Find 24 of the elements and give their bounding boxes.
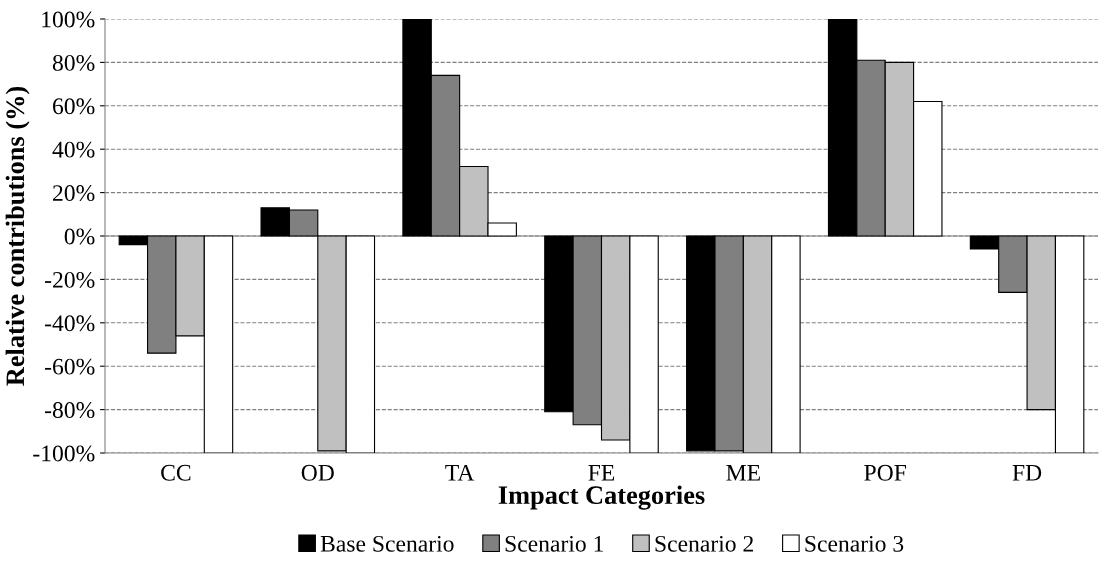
- x-tick-label: FE: [588, 465, 615, 481]
- y-tick-label: -80%: [45, 402, 95, 419]
- legend-label: Scenario 1: [505, 535, 603, 552]
- x-tick-label: FD: [1012, 465, 1042, 481]
- x-tick-label: POF: [864, 464, 907, 481]
- legend-label: Scenario 3: [805, 535, 904, 552]
- y-axis-title: Relative contributions (%): [5, 86, 30, 386]
- y-tick-label: 60%: [53, 98, 95, 115]
- x-tick-label: CC: [161, 464, 191, 481]
- y-tick-label: 0%: [64, 228, 95, 245]
- x-axis-title: Impact Categories: [498, 485, 705, 510]
- x-tick-label: ME: [726, 465, 760, 481]
- y-tick-label: -40%: [45, 315, 95, 332]
- y-tick-label: 20%: [53, 185, 95, 202]
- legend-label: Base Scenario: [320, 535, 454, 552]
- y-tick-label: -100%: [33, 445, 95, 462]
- y-tick-label: 40%: [52, 141, 95, 158]
- y-tick-label: -60%: [45, 358, 95, 375]
- y-tick-label: 80%: [52, 54, 95, 71]
- x-tick-label: OD: [301, 464, 334, 481]
- legend-label: Scenario 2: [655, 535, 753, 552]
- y-tick-label: -20%: [45, 271, 95, 288]
- x-tick-label: TA: [445, 464, 475, 481]
- y-tick-label: 100%: [42, 11, 95, 28]
